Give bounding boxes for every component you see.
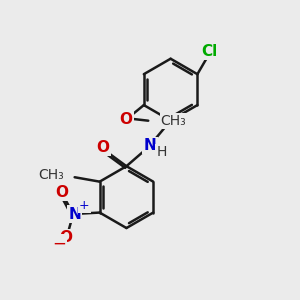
Text: CH₃: CH₃ [39,168,64,182]
Text: O: O [120,112,133,127]
Text: N: N [68,206,81,221]
Text: O: O [55,185,68,200]
Text: H: H [157,146,167,159]
Text: CH₃: CH₃ [160,114,186,128]
Text: Cl: Cl [201,44,217,59]
Text: N: N [144,138,156,153]
Text: O: O [96,140,110,154]
Text: +: + [79,199,90,212]
Text: O: O [59,230,72,245]
Text: −: − [52,235,66,253]
